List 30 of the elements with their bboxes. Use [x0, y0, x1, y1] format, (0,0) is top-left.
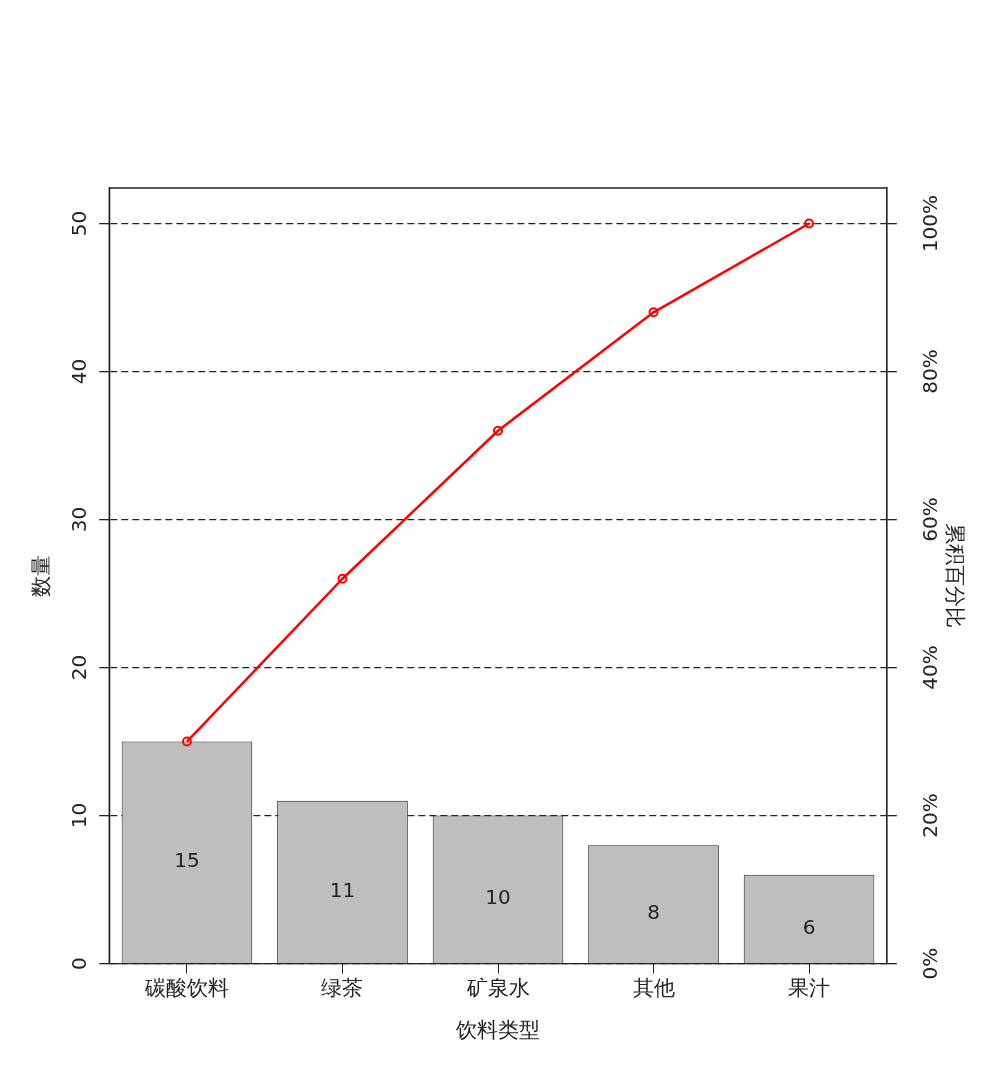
y2-tick-label: 0% — [917, 947, 942, 980]
x-tick-label: 碳酸饮料 — [143, 975, 229, 1000]
y2-tick-label: 40% — [917, 645, 942, 690]
point — [804, 218, 815, 229]
data-label: 15 — [174, 848, 200, 873]
x-tick-label: 矿泉水 — [465, 975, 530, 1000]
y-tick-label: 20 — [66, 654, 91, 681]
data-label: 10 — [485, 885, 511, 910]
x-tick-label: 绿茶 — [321, 975, 364, 1000]
x-axis-title: 饮料类型 — [455, 1017, 540, 1042]
y-tick-label: 30 — [66, 506, 91, 533]
y2-axis-title: 累积百分比 — [942, 523, 967, 629]
point — [493, 425, 503, 436]
point — [337, 573, 348, 584]
y2-tick-label: 100% — [917, 194, 942, 253]
point — [648, 307, 659, 318]
x-tick-label: 其他 — [632, 975, 675, 1000]
data-label: 8 — [647, 900, 660, 925]
y2-tick-label: 80% — [917, 349, 942, 394]
y-tick-label: 40 — [66, 358, 91, 385]
y2-tick-label: 60% — [917, 497, 942, 542]
y-tick-label: 10 — [66, 802, 91, 829]
y-axis-title: 数量 — [29, 554, 54, 597]
data-label: 6 — [802, 915, 816, 940]
data-label: 11 — [329, 878, 356, 903]
y2-tick-label: 20% — [917, 793, 942, 838]
y-tick-label: 50 — [66, 210, 91, 237]
y-tick-label: 0 — [66, 957, 91, 970]
point — [181, 736, 192, 747]
x-tick-label: 果汁 — [788, 975, 831, 1000]
